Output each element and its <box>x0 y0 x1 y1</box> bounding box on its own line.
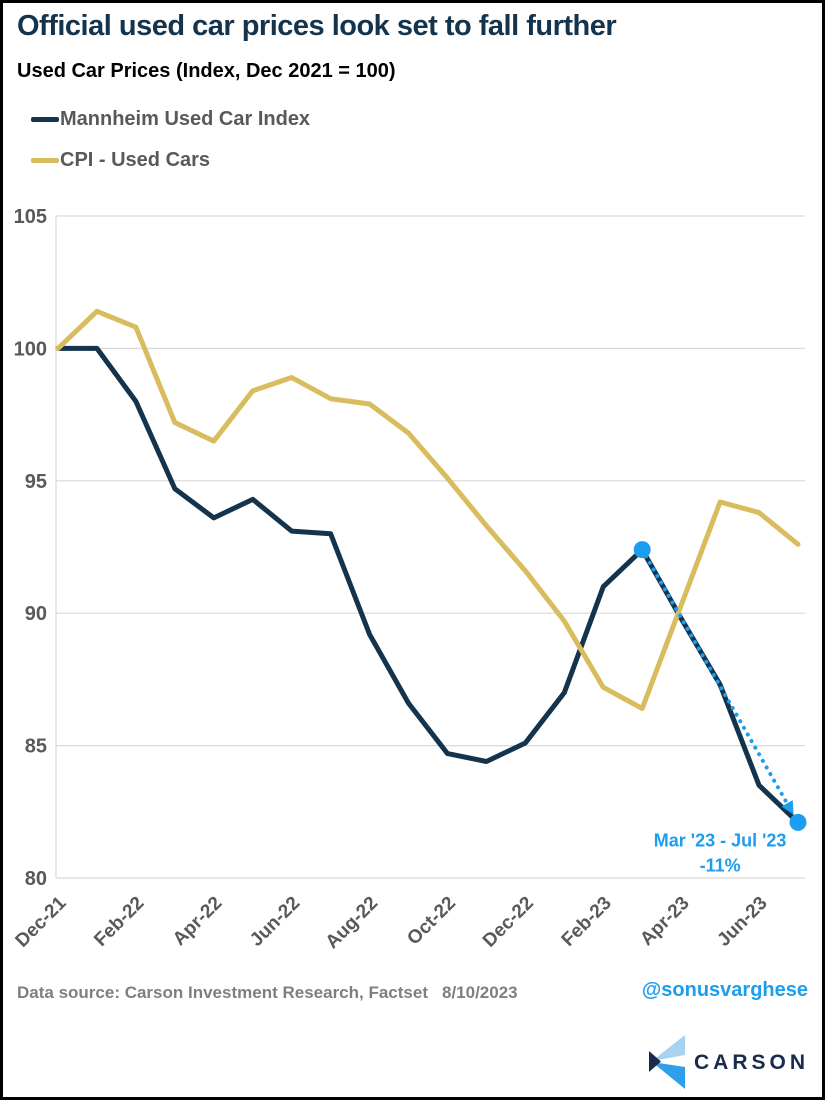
carson-logo: CARSON <box>630 1027 822 1097</box>
legend-item-cpi: CPI - Used Cars <box>31 149 310 172</box>
decline-connector-line <box>640 547 794 813</box>
legend-item-mannheim: Mannheim Used Car Index <box>31 108 310 131</box>
y-axis-label: 105 <box>14 206 47 228</box>
data-source-note: Data source: Carson Investment Research,… <box>17 983 518 1003</box>
mannheim-line-swatch <box>31 117 59 122</box>
x-axis-label: Feb-23 <box>558 893 616 951</box>
carson-wordmark: CARSON <box>694 1051 810 1074</box>
page-title: Official used car prices look set to fal… <box>17 10 617 42</box>
y-axis-label: 100 <box>14 338 47 360</box>
series-line-0 <box>55 345 801 825</box>
carson-logo-mark <box>649 1035 685 1089</box>
x-axis-label: Oct-22 <box>403 893 460 950</box>
cpi-line-swatch <box>31 158 59 163</box>
data-source-date: 8/10/2023 <box>442 983 518 1002</box>
arrowhead-icon <box>781 800 794 815</box>
series-line-1 <box>55 308 801 712</box>
x-axis-label: Jun-22 <box>246 893 304 951</box>
x-axis-label: Apr-23 <box>636 893 693 950</box>
legend-label-cpi: CPI - Used Cars <box>60 149 211 171</box>
x-axis-label: Aug-22 <box>322 893 382 953</box>
used-car-price-chart: 80 85 90 95 100 105 Dec-21 Feb-22 Apr-22 Jun-22 Au… <box>12 206 807 953</box>
x-axis-label: Dec-21 <box>12 892 71 951</box>
y-axis-label: 90 <box>25 603 47 625</box>
highlight-dot <box>633 541 651 559</box>
annotation-range-label: Mar '23 - Jul '23 <box>654 830 787 850</box>
data-source-text: Data source: Carson Investment Research,… <box>17 983 428 1002</box>
chart-subtitle: Used Car Prices (Index, Dec 2021 = 100) <box>17 60 396 82</box>
x-axis-label: Feb-22 <box>90 893 148 951</box>
y-axis-label: 95 <box>25 471 47 493</box>
y-axis-label: 85 <box>25 736 47 758</box>
x-axis-label: Apr-22 <box>169 893 226 950</box>
y-axis-label: 80 <box>25 868 47 890</box>
x-axis-label: Jun-23 <box>713 893 771 951</box>
legend-label-mannheim: Mannheim Used Car Index <box>60 108 311 130</box>
highlight-dot <box>789 813 807 831</box>
legend: Mannheim Used Car Index CPI - Used Cars <box>31 108 310 190</box>
annotation-percent-label: -11% <box>700 855 741 875</box>
twitter-handle-link[interactable]: @sonusvarghese <box>641 979 808 1001</box>
x-axis-label: Dec-22 <box>479 893 538 952</box>
